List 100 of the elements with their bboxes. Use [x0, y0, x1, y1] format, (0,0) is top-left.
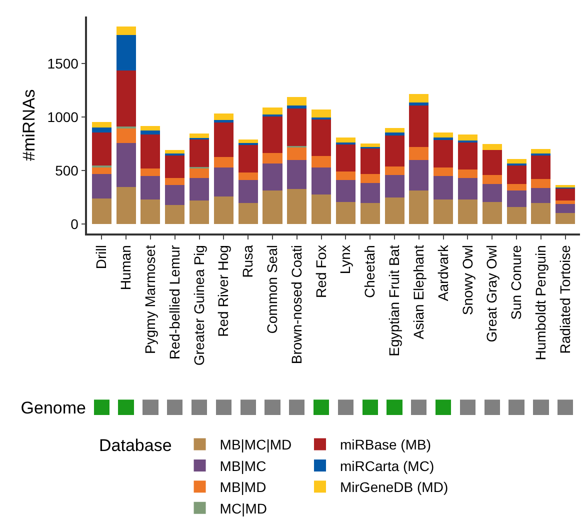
bar	[360, 174, 380, 183]
bar	[482, 202, 502, 224]
bar	[312, 156, 332, 168]
bar	[360, 203, 380, 224]
legend-label: MB|MC	[220, 458, 266, 474]
bar	[482, 175, 502, 184]
bar	[506, 207, 526, 224]
bar	[482, 150, 502, 176]
bar	[287, 108, 307, 146]
bar	[116, 70, 136, 126]
x-tick-label: Cheetah	[362, 245, 378, 298]
bar	[287, 106, 307, 108]
x-tick-label: Human	[118, 245, 134, 290]
bar	[190, 200, 210, 224]
bar	[165, 155, 185, 178]
bar	[336, 180, 356, 202]
x-tick-label: Red-bellied Lemur	[166, 244, 182, 360]
bar	[312, 167, 332, 195]
bar	[360, 182, 380, 204]
bar	[434, 167, 454, 176]
bar	[312, 119, 332, 156]
bar	[336, 202, 356, 224]
bar	[190, 134, 210, 138]
bar	[506, 190, 526, 208]
bar	[336, 144, 356, 172]
x-tick-label: Rusa	[240, 244, 256, 278]
bar	[482, 144, 502, 150]
bar	[140, 126, 160, 130]
bar	[506, 164, 526, 184]
x-tick-label: Snowy Owl	[459, 245, 476, 316]
bar	[92, 174, 112, 198]
bar	[556, 200, 576, 204]
bar	[409, 147, 429, 160]
bar	[262, 116, 282, 153]
bar	[190, 168, 210, 178]
bar	[556, 188, 576, 200]
bar	[458, 142, 478, 170]
bar	[384, 166, 404, 176]
bar	[458, 199, 478, 224]
bar	[92, 198, 112, 224]
x-tick-label: Pygmy Marmoset	[142, 244, 158, 354]
bar	[140, 130, 160, 134]
x-tick-label: Asian Elephant	[410, 244, 426, 340]
x-tick-label: Sun Conure	[508, 244, 524, 320]
bar	[238, 180, 258, 204]
bar	[506, 158, 526, 164]
bar	[140, 176, 160, 200]
legend-label: MB|MC|MD	[220, 436, 292, 453]
x-tick-label: Great Gray Owl	[484, 245, 500, 342]
legend-label: MC|MD	[220, 500, 267, 516]
bar	[116, 34, 136, 70]
bar	[384, 197, 404, 224]
bar	[482, 184, 502, 202]
bar	[165, 178, 185, 185]
x-tick-label: Red River Hog	[215, 245, 232, 337]
bar	[287, 160, 307, 189]
bar	[287, 147, 307, 160]
bar	[262, 164, 282, 191]
bar	[214, 167, 234, 196]
y-axis-title: Genome	[20, 398, 86, 418]
x-tick-label: Aardvark	[434, 244, 451, 302]
bar	[190, 178, 210, 200]
legend-title: Database	[99, 436, 172, 455]
bar	[140, 168, 160, 176]
bar	[360, 143, 380, 148]
bar	[384, 175, 404, 198]
bar	[116, 128, 136, 143]
bar	[360, 148, 380, 174]
bar	[336, 138, 356, 142]
bar	[384, 128, 404, 133]
x-tick-label: Radiated Tortoise	[556, 244, 573, 354]
y-tick-label: 500	[55, 162, 79, 178]
bar	[214, 113, 234, 120]
x-tick-label: Drill	[93, 245, 110, 270]
bar	[312, 194, 332, 224]
bar	[434, 199, 454, 224]
bar	[238, 203, 258, 224]
bar	[531, 203, 551, 224]
bar	[238, 172, 258, 180]
bar	[556, 212, 576, 224]
bar	[287, 188, 307, 224]
bar	[409, 102, 429, 106]
bar	[434, 132, 454, 138]
bar	[238, 139, 258, 143]
bar	[214, 156, 234, 168]
y-tick-label: 1000	[47, 108, 79, 125]
legend-label: MB|MD	[220, 479, 266, 496]
x-tick-label: Greater Guinea Pig	[190, 245, 207, 366]
bar	[458, 169, 478, 178]
x-tick-label: Egyptian Fruit Bat	[386, 244, 402, 356]
bar	[116, 26, 136, 35]
bar	[140, 134, 160, 168]
bar	[409, 190, 429, 224]
bar	[238, 145, 258, 172]
y-tick-label: 0	[70, 216, 79, 232]
bar	[312, 110, 332, 118]
x-tick-label: Red Fox	[312, 245, 329, 298]
bar	[531, 179, 551, 188]
legend-label: MirGeneDB (MD)	[340, 479, 448, 496]
bar	[116, 186, 136, 224]
